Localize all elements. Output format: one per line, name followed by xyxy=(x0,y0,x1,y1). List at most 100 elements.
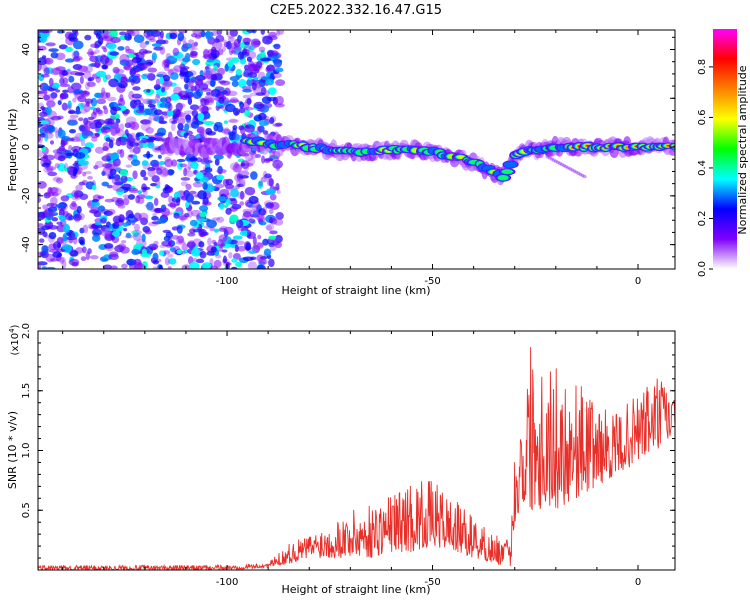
noise-blob xyxy=(90,62,101,68)
noise-blob xyxy=(256,264,267,269)
noise-blob xyxy=(260,176,268,183)
noise-blob xyxy=(112,183,120,192)
noise-blob xyxy=(269,193,277,201)
noise-blob xyxy=(267,31,278,37)
noise-blob xyxy=(268,208,274,215)
noise-blob xyxy=(101,46,107,50)
noise-blob xyxy=(51,217,59,222)
noise-blob xyxy=(197,190,207,200)
noise-blob xyxy=(138,243,143,248)
spectrogram-x-axis-label: Height of straight line (km) xyxy=(281,284,430,297)
noise-blob xyxy=(248,195,259,204)
noise-blob xyxy=(50,92,58,99)
noise-blob xyxy=(109,168,117,176)
noise-blob xyxy=(145,34,156,41)
noise-blob xyxy=(46,100,56,108)
noise-blob xyxy=(212,217,220,221)
noise-blob xyxy=(160,87,166,93)
noise-blob xyxy=(269,217,278,225)
noise-blob xyxy=(122,222,129,227)
noise-blob xyxy=(93,30,102,36)
noise-blob xyxy=(38,211,46,221)
noise-blob xyxy=(100,126,112,134)
noise-blob xyxy=(134,263,146,269)
noise-blob xyxy=(230,266,238,269)
noise-blob xyxy=(239,201,245,206)
noise-blob xyxy=(237,191,246,200)
noise-blob xyxy=(232,235,243,240)
y-tick-label: 1.0 xyxy=(21,443,32,459)
noise-blob xyxy=(173,212,180,219)
noise-blob xyxy=(168,102,173,112)
noise-blob xyxy=(118,213,124,220)
noise-blob xyxy=(261,96,272,104)
noise-blob xyxy=(223,41,230,48)
noise-blob xyxy=(210,246,217,253)
noise-blob xyxy=(250,171,258,180)
noise-blob xyxy=(65,46,73,53)
noise-blob xyxy=(261,76,269,81)
noise-blob xyxy=(172,113,179,122)
noise-blob xyxy=(91,234,101,242)
noise-blob xyxy=(62,152,67,160)
noise-blob xyxy=(160,191,170,198)
noise-blob xyxy=(224,183,235,190)
y-tick-label: 0 xyxy=(21,144,32,150)
noise-blob xyxy=(235,184,240,190)
noise-blob xyxy=(238,175,249,179)
noise-blob xyxy=(268,235,277,240)
noise-blob xyxy=(122,197,130,206)
noise-blob xyxy=(96,109,104,116)
noise-blob xyxy=(275,79,286,86)
noise-blob xyxy=(45,266,56,269)
noise-blob xyxy=(253,242,264,250)
noise-blob xyxy=(257,242,264,248)
noise-blob xyxy=(260,57,272,62)
noise-blob xyxy=(51,82,60,89)
x-tick-label: -50 xyxy=(424,577,440,588)
noise-blob xyxy=(159,77,165,85)
noise-blob xyxy=(73,110,82,115)
noise-blob xyxy=(169,32,178,40)
noise-blob xyxy=(196,218,208,222)
noise-blob xyxy=(38,196,42,203)
noise-blob xyxy=(39,238,45,243)
noise-blob xyxy=(227,30,234,39)
noise-blob xyxy=(55,89,61,93)
noise-blob xyxy=(148,116,153,125)
noise-blob xyxy=(193,169,198,175)
noise-blob xyxy=(140,119,151,125)
noise-blob xyxy=(239,190,245,200)
noise-blob xyxy=(80,102,87,108)
snr-x-axis-label: Height of straight line (km) xyxy=(281,583,430,596)
noise-blob xyxy=(102,142,110,151)
noise-blob xyxy=(42,204,49,210)
noise-blob xyxy=(244,41,251,46)
noise-blob xyxy=(217,48,224,56)
noise-blob xyxy=(106,96,117,102)
noise-blob xyxy=(257,215,266,223)
noise-blob xyxy=(147,73,156,81)
noise-blob xyxy=(218,105,225,109)
noise-blob xyxy=(48,77,54,86)
noise-blob xyxy=(68,75,75,83)
y-tick-label: 1.5 xyxy=(21,383,32,399)
noise-blob xyxy=(40,156,49,162)
noise-blob xyxy=(251,205,261,212)
noise-blob xyxy=(273,218,284,226)
noise-blob xyxy=(94,146,105,154)
noise-blob xyxy=(258,208,267,216)
noise-blob xyxy=(69,114,79,119)
noise-blob xyxy=(249,150,257,155)
noise-blob xyxy=(38,149,44,158)
noise-blob xyxy=(225,262,232,266)
noise-blob xyxy=(231,80,239,88)
noise-blob xyxy=(140,169,147,178)
noise-blob xyxy=(161,111,169,116)
noise-blob xyxy=(190,121,200,129)
noise-blob xyxy=(138,143,148,149)
noise-blob xyxy=(209,258,214,265)
noise-blob xyxy=(114,141,122,146)
noise-blob xyxy=(95,228,104,234)
noise-blob xyxy=(263,90,270,97)
